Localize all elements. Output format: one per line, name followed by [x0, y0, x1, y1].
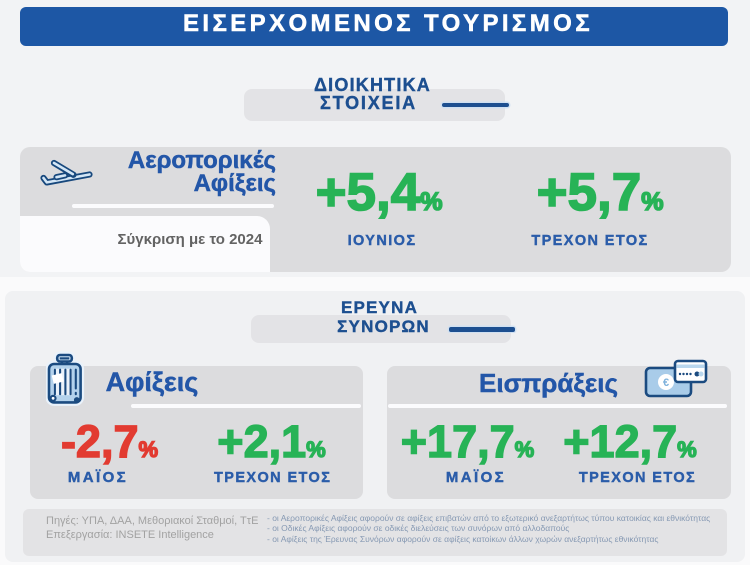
svg-text:€: € — [663, 377, 669, 389]
